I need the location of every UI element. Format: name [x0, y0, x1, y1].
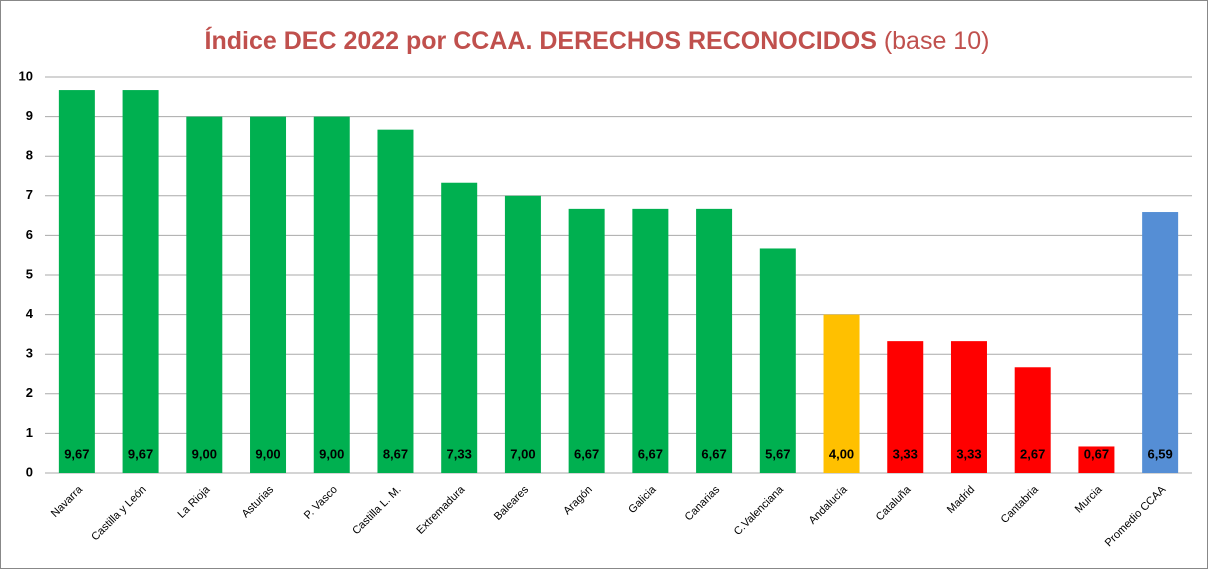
title-main: Índice DEC 2022 por CCAA. DERECHOS RECON…	[205, 26, 877, 55]
bar	[632, 208, 669, 474]
bar	[568, 208, 605, 474]
bar	[58, 90, 95, 474]
y-tick-label: 8	[26, 148, 33, 163]
value-label: 9,00	[319, 446, 344, 461]
y-tick-label: 0	[26, 464, 33, 479]
bar	[696, 208, 733, 474]
y-tick-label: 2	[26, 385, 33, 400]
bar	[186, 116, 223, 473]
y-tick-label: 4	[26, 306, 34, 321]
y-tick-label: 1	[26, 425, 33, 440]
y-tick-label: 10	[19, 68, 33, 83]
bar	[1014, 367, 1051, 473]
y-tick-label: 3	[26, 346, 33, 361]
y-tick-label: 9	[26, 108, 33, 123]
value-label: 3,33	[893, 446, 918, 461]
bar	[887, 341, 924, 473]
bar	[122, 90, 159, 474]
bar	[759, 248, 796, 473]
chart-title: Índice DEC 2022 por CCAA. DERECHOS RECON…	[205, 26, 990, 55]
bar	[1142, 212, 1179, 473]
value-label: 9,67	[64, 446, 89, 461]
value-label: 6,59	[1147, 446, 1172, 461]
title-suffix: (base 10)	[884, 27, 990, 55]
value-label: 7,00	[510, 446, 535, 461]
bar	[250, 116, 287, 473]
value-label: 3,33	[956, 446, 981, 461]
y-tick-label: 7	[26, 187, 33, 202]
value-label: 6,67	[701, 446, 726, 461]
y-tick-label: 5	[26, 266, 33, 281]
value-label: 8,67	[383, 446, 408, 461]
bar	[504, 195, 541, 474]
value-label: 2,67	[1020, 446, 1045, 461]
value-label: 7,33	[447, 446, 472, 461]
value-label: 4,00	[829, 446, 854, 461]
value-label: 0,67	[1084, 446, 1109, 461]
bar	[823, 314, 860, 473]
bar	[313, 116, 350, 473]
value-label: 5,67	[765, 446, 790, 461]
value-label: 6,67	[574, 446, 599, 461]
value-label: 6,67	[638, 446, 663, 461]
value-label: 9,00	[255, 446, 280, 461]
bar	[377, 129, 414, 473]
bar	[950, 341, 987, 473]
value-label: 9,00	[192, 446, 217, 461]
bar	[441, 182, 478, 473]
bar	[1078, 446, 1115, 473]
y-tick-label: 6	[26, 227, 33, 242]
value-label: 9,67	[128, 446, 153, 461]
